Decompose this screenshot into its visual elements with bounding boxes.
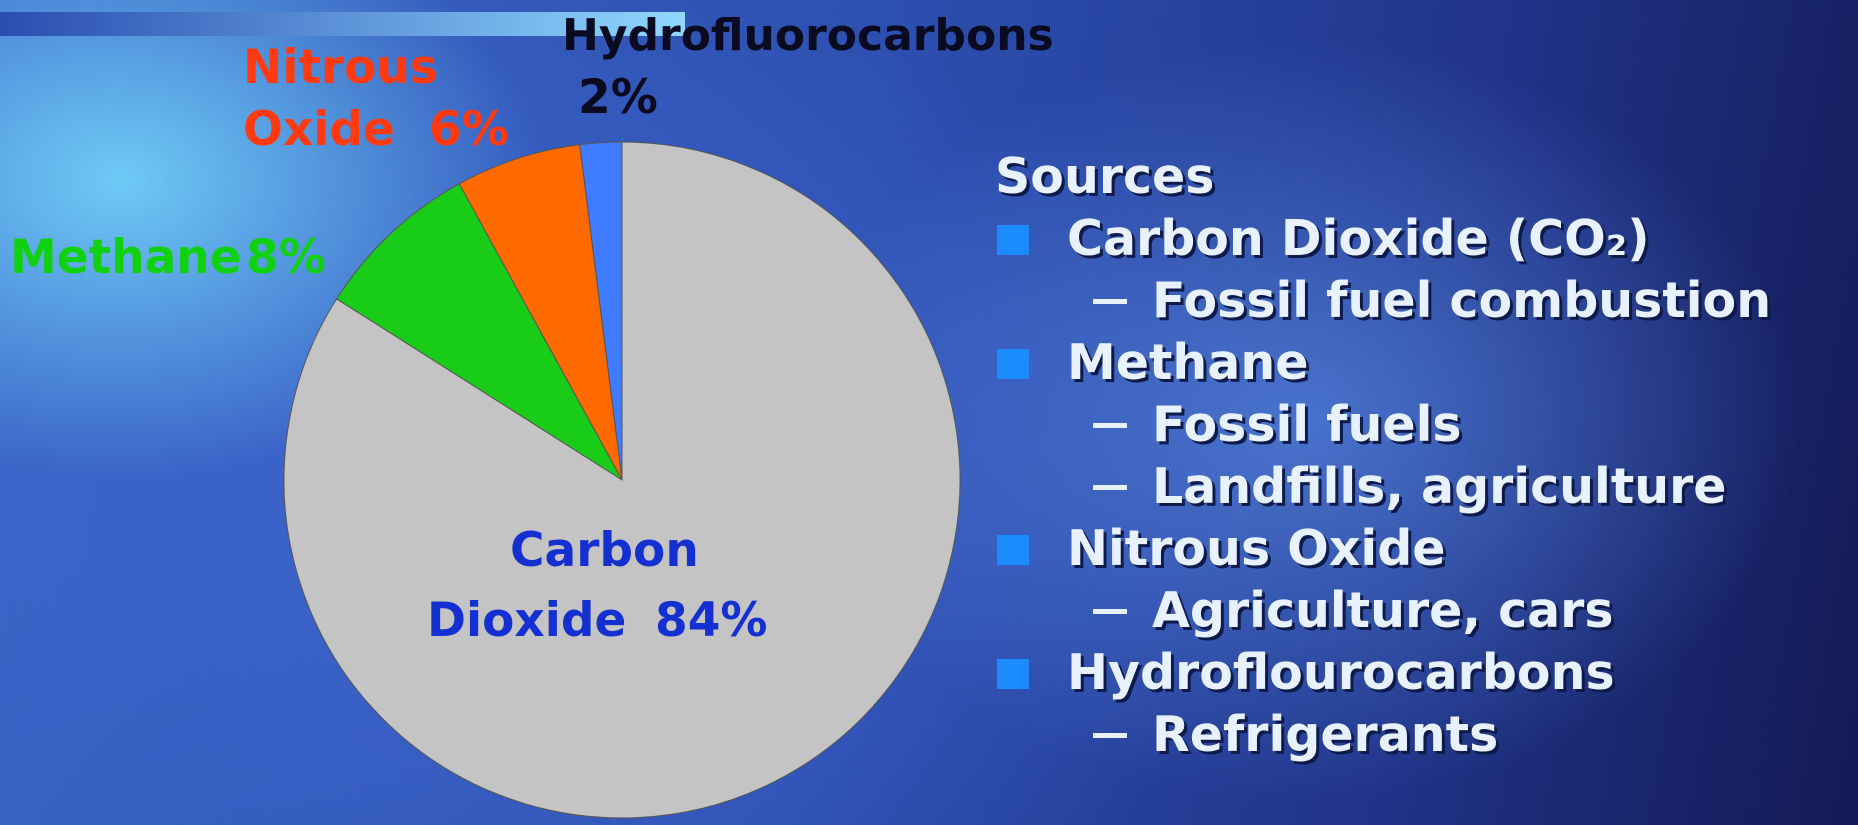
bullet xyxy=(997,535,1029,565)
bullet xyxy=(997,349,1029,379)
source-item: Carbon Dioxide (CO₂) xyxy=(1067,210,1650,267)
slice-label: Methane xyxy=(10,230,242,285)
slice-value-label: 6% xyxy=(429,102,509,157)
bullet xyxy=(997,659,1029,689)
pie-slice xyxy=(458,144,623,481)
dash xyxy=(1093,485,1127,490)
source-subitem: Agriculture, cars xyxy=(1152,582,1614,639)
slice-label: Carbon Dioxide xyxy=(427,523,715,648)
source-subitem: Fossil fuel combustion xyxy=(1152,272,1771,329)
source-subitem: Landfills, agriculture xyxy=(1152,458,1727,515)
sources-title: Sources xyxy=(995,148,1214,205)
slice-value-label: 8% xyxy=(246,230,326,285)
pie-slice xyxy=(335,183,623,481)
source-subitem: Fossil fuels xyxy=(1152,396,1462,453)
dash xyxy=(1093,733,1127,738)
source-item: Nitrous Oxide xyxy=(1067,520,1446,577)
slice-label: Nitrous Oxide xyxy=(243,40,454,157)
dash xyxy=(1093,299,1127,304)
source-subitem: Refrigerants xyxy=(1152,706,1498,763)
source-item: Methane xyxy=(1067,334,1308,391)
slice-label: Hydrofluorocarbons xyxy=(562,10,1054,61)
title-bar xyxy=(0,12,685,36)
pie-slice xyxy=(283,141,961,819)
bullet xyxy=(997,225,1029,255)
slice-value-label: 84% xyxy=(655,593,768,648)
slice-value-label: 2% xyxy=(578,70,658,125)
source-item: Hydroflourocarbons xyxy=(1067,644,1615,701)
dash xyxy=(1093,423,1127,428)
dash xyxy=(1093,609,1127,614)
